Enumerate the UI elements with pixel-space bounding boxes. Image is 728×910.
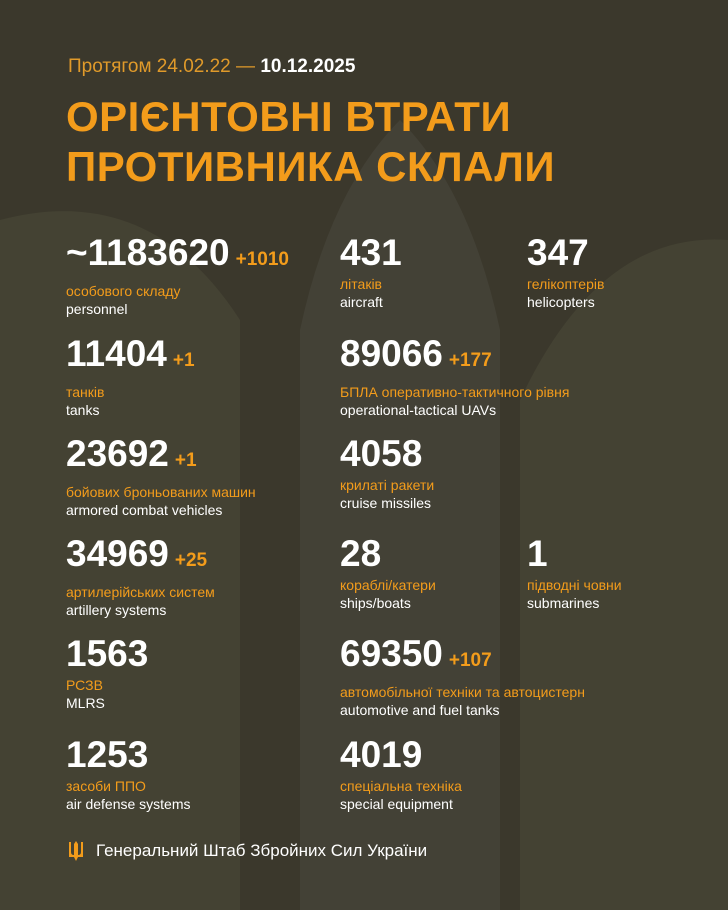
stat-mlrs: 1563 РСЗВ MLRS (66, 634, 148, 712)
stat-label-ua: артилерійських систем (66, 584, 215, 600)
stat-artillery-systems: 34969 +25 артилерійських систем artillery s… (66, 534, 215, 619)
stat-label-en: artillery systems (66, 602, 167, 618)
stat-armored-combat-vehicles: 23692 +1 бойових броньованих машин armored … (66, 434, 256, 519)
stat-value: 347 (527, 232, 589, 273)
stat-label-ua: крилаті ракети (340, 477, 435, 493)
stat-label-en: armored combat vehicles (66, 502, 223, 518)
stat-automotive-and-fuel-tanks: 69350 +107 автомобільної техніки та автоци… (340, 634, 585, 719)
stat-value: 34969 +25 (66, 533, 208, 574)
stat-value: 4058 (340, 433, 423, 474)
stat-label-ua: кораблі/катери (340, 577, 436, 593)
stat-label-ua: спеціальна техніка (340, 778, 462, 794)
stat-label-en: air defense systems (66, 796, 191, 812)
stat-delta: +1010 (235, 249, 289, 270)
stat-label-ua: танків (66, 384, 105, 400)
stat-label-ua: бойових броньованих машин (66, 484, 256, 500)
stat-delta: +177 (448, 350, 492, 371)
stat-label-en: ships/boats (340, 595, 411, 611)
stat-delta: +107 (448, 650, 492, 671)
stat-personnel: ~1183620 +1010 особового складу personnel (66, 233, 289, 318)
stat-label-ua: підводні човни (527, 577, 622, 593)
stat-cruise-missiles: 4058 крилаті ракети cruise missiles (340, 434, 434, 512)
stat-label-ua: автомобільної техніки та автоцистерн (340, 684, 585, 700)
stat-label-ua: особового складу (66, 283, 181, 299)
stat-value: 4019 (340, 734, 423, 775)
stat-label-en: helicopters (527, 294, 595, 310)
stat-value: 69350 +107 (340, 633, 492, 674)
stat-value: 1563 (66, 633, 149, 674)
stat-value: 28 (340, 533, 382, 574)
stat-value: 11404 +1 (66, 333, 195, 374)
stat-delta: +1 (174, 450, 197, 471)
stat-label-en: submarines (527, 595, 600, 611)
stat-delta: +25 (174, 550, 208, 571)
stat-value: 1253 (66, 734, 149, 775)
stat-label-en: special equipment (340, 796, 453, 812)
stat-label-ua: засоби ППО (66, 778, 146, 794)
stat-value: ~1183620 +1010 (66, 232, 289, 273)
stat-value: 23692 +1 (66, 433, 197, 474)
stat-submarines: 1 підводні човни submarines (527, 534, 622, 612)
period: Протягом 24.02.22 — 10.12.2025 (68, 56, 356, 77)
stat-label-en: MLRS (66, 695, 105, 711)
stat-operational-tactical-uavs: 89066 +177 БПЛА оперативно-тактичного рівн… (340, 334, 569, 419)
page-title: ОРІЄНТОВНІ ВТРАТИ ПРОТИВНИКА СКЛАЛИ (66, 93, 556, 190)
stat-label-en: tanks (66, 402, 100, 418)
stat-label-en: personnel (66, 301, 128, 317)
stat-value: 431 (340, 232, 402, 273)
stat-label-ua: РСЗВ (66, 677, 103, 693)
stat-air-defense-systems: 1253 засоби ППО air defense systems (66, 735, 191, 813)
stat-helicopters: 347 гелікоптерів helicopters (527, 233, 604, 311)
stat-value: 89066 +177 (340, 333, 492, 374)
stat-tanks: 11404 +1 танків tanks (66, 334, 195, 419)
stat-label-ua: гелікоптерів (527, 276, 605, 292)
stat-ships-boats: 28 кораблі/катери ships/boats (340, 534, 436, 612)
org-name: Генеральний Штаб Збройних Сил України (96, 841, 428, 860)
stat-label-en: cruise missiles (340, 495, 432, 511)
stat-aircraft: 431 літаків aircraft (340, 233, 402, 311)
stat-value: 1 (527, 533, 548, 574)
stat-delta: +1 (172, 350, 195, 371)
stat-label-en: automotive and fuel tanks (340, 702, 500, 718)
stat-label-ua: літаків (340, 276, 382, 292)
stat-label-en: aircraft (340, 294, 383, 310)
footer: Генеральний Штаб Збройних Сил України (68, 841, 427, 861)
stat-special-equipment: 4019 спеціальна техніка special equipment (340, 735, 462, 813)
trident-icon (69, 841, 83, 861)
stat-label-ua: БПЛА оперативно-тактичного рівня (340, 384, 570, 400)
stat-label-en: operational-tactical UAVs (340, 402, 497, 418)
